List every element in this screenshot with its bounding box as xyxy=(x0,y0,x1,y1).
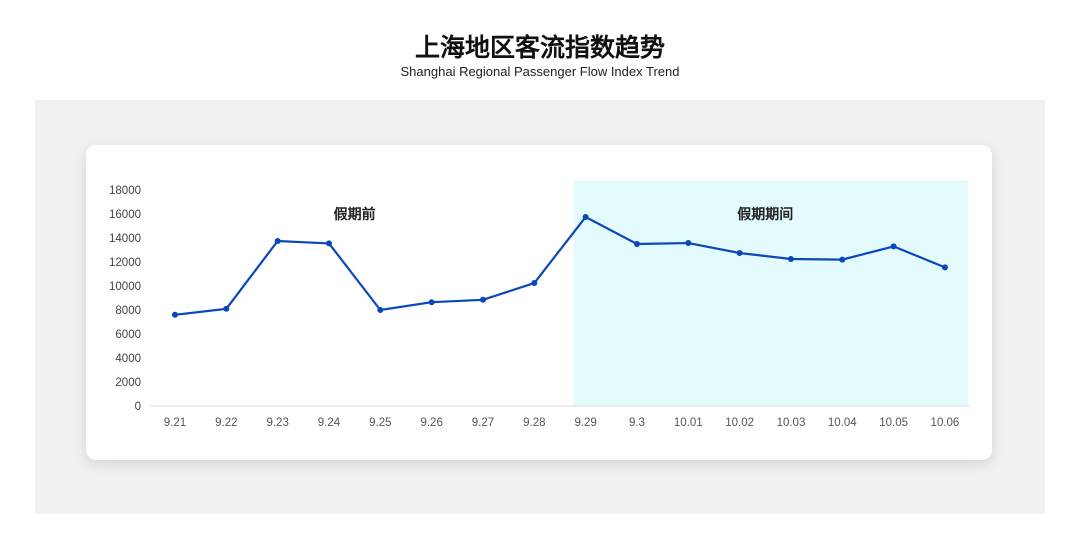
data-point-9.28 xyxy=(531,280,538,286)
x-tick-label: 10.03 xyxy=(777,417,806,429)
data-point-10.01 xyxy=(685,240,692,247)
page-title: 上海地区客流指数趋势 xyxy=(414,33,665,62)
x-tick-label: 9.28 xyxy=(523,417,545,429)
data-point-10.03 xyxy=(787,256,794,262)
x-tick-label: 10.05 xyxy=(879,417,908,429)
data-point-9.29 xyxy=(582,214,589,220)
y-tick-label: 6000 xyxy=(115,329,141,341)
y-tick-label: 8000 xyxy=(115,305,141,317)
x-tick-label: 9.26 xyxy=(420,417,442,429)
y-tick-label: 16000 xyxy=(109,209,141,221)
data-point-9.26 xyxy=(428,299,435,306)
y-tick-label: 14000 xyxy=(109,233,141,245)
y-tick-label: 0 xyxy=(135,401,141,413)
x-tick-label: 9.24 xyxy=(318,417,341,429)
data-point-9.23 xyxy=(274,238,281,244)
annotation-label-0: 假期前 xyxy=(334,206,376,222)
y-tick-label: 10000 xyxy=(109,281,141,293)
x-tick-label: 9.29 xyxy=(574,417,596,429)
y-tick-label: 4000 xyxy=(115,353,141,365)
y-tick-label: 18000 xyxy=(109,185,141,197)
data-point-9.3 xyxy=(633,241,640,247)
x-tick-label: 9.3 xyxy=(629,417,645,429)
page-subtitle: Shanghai Regional Passenger Flow Index T… xyxy=(400,64,680,79)
data-point-9.25 xyxy=(377,307,384,313)
data-point-10.04 xyxy=(839,256,846,263)
x-tick-label: 10.06 xyxy=(931,417,960,429)
x-tick-label: 9.25 xyxy=(369,417,391,429)
annotation-label-1: 假期期间 xyxy=(737,206,793,222)
y-tick-label: 2000 xyxy=(115,377,141,389)
x-tick-label: 10.01 xyxy=(674,417,703,429)
x-tick-label: 10.02 xyxy=(725,417,754,429)
data-point-9.22 xyxy=(223,305,230,312)
x-tick-label: 9.27 xyxy=(472,417,494,429)
data-point-10.05 xyxy=(890,243,897,250)
x-tick-label: 9.23 xyxy=(266,417,288,429)
data-point-9.24 xyxy=(325,240,332,247)
data-point-10.02 xyxy=(736,250,743,256)
data-point-9.21 xyxy=(172,311,178,318)
x-tick-label: 9.22 xyxy=(215,417,237,429)
y-tick-label: 12000 xyxy=(109,257,141,269)
data-point-9.27 xyxy=(479,296,486,303)
x-tick-label: 9.21 xyxy=(164,417,186,429)
x-tick-label: 10.04 xyxy=(828,417,857,429)
series-line xyxy=(174,215,946,316)
data-point-10.06 xyxy=(941,264,948,271)
shaded-region xyxy=(573,181,968,406)
